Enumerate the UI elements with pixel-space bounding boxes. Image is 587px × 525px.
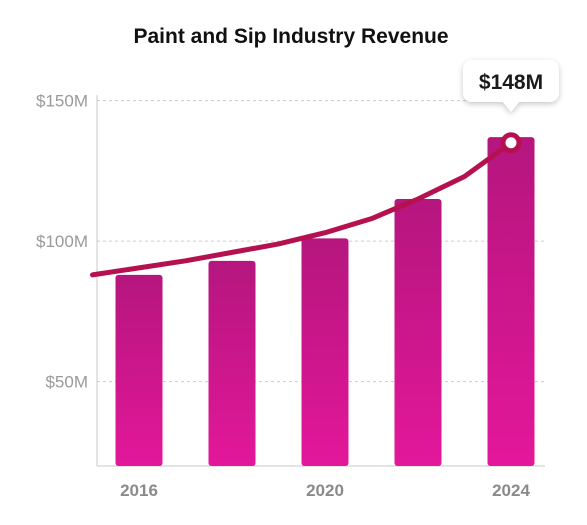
y-tick-label: $50M — [45, 373, 88, 392]
chart-title: Paint and Sip Industry Revenue — [133, 25, 448, 48]
x-tick-label: 2016 — [120, 481, 158, 500]
x-tick-label: 2020 — [306, 481, 344, 500]
y-tick-label: $150M — [36, 92, 88, 111]
x-axis-ticks: 2016 2020 2024 — [120, 481, 530, 500]
value-callout — [463, 60, 559, 112]
trend-line — [90, 140, 514, 278]
callout-marker — [500, 132, 522, 154]
x-tick-label: 2024 — [492, 481, 530, 500]
bars — [115, 137, 535, 466]
y-axis-ticks: $50M $100M $150M — [36, 92, 88, 392]
callout-pointer — [502, 101, 520, 112]
y-tick-label: $100M — [36, 232, 88, 251]
trend-line-group — [90, 140, 514, 278]
callout-box — [463, 60, 559, 102]
bar — [394, 198, 442, 466]
bar — [487, 137, 535, 466]
bar — [301, 238, 349, 466]
callout-label: $148M — [479, 71, 543, 94]
bar — [208, 260, 256, 466]
bar — [115, 274, 163, 466]
